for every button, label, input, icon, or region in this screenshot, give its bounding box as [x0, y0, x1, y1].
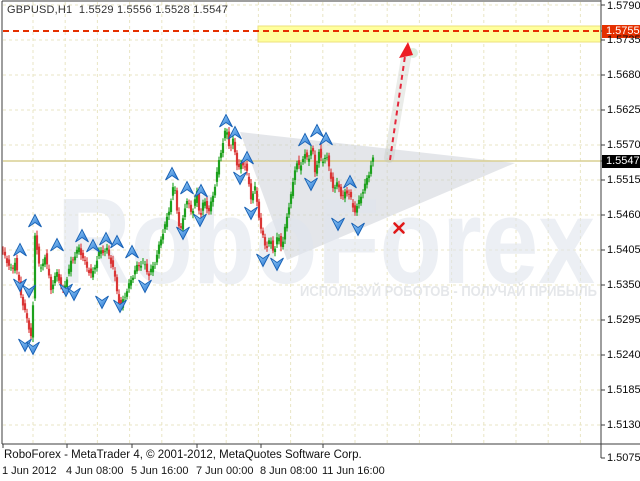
fractal-up-icon [240, 150, 254, 165]
price-label: 1.5735 [607, 34, 640, 46]
time-label: 1 Jun 2012 [2, 465, 57, 477]
fractal-up-icon [343, 174, 357, 189]
candles-layer [1, 127, 375, 343]
fractal-up-icon [228, 125, 242, 140]
fractal-up-icon [180, 180, 194, 195]
fractal-down-icon [67, 287, 81, 302]
price-label: 1.5405 [607, 244, 640, 256]
price-label: 1.5240 [607, 349, 640, 361]
fractal-up-icon [28, 213, 42, 228]
fractal-down-icon [351, 222, 365, 237]
trend-arrow-head [399, 42, 413, 58]
fractal-up-icon [125, 244, 139, 259]
copyright-text: RoboForex - MetaTrader 4, © 2001-2012, M… [4, 449, 362, 461]
fractal-up-icon [165, 166, 179, 181]
fractal-down-icon [244, 206, 258, 221]
fractal-up-icon [298, 132, 312, 147]
fractal-down-icon [113, 299, 127, 314]
fractal-down-icon [304, 177, 318, 192]
price-label: 1.5570 [607, 139, 640, 151]
time-label: 4 Jun 08:00 [66, 465, 124, 477]
fractal-up-icon [86, 238, 100, 253]
price-label: 1.5680 [607, 69, 640, 81]
price-label-highlight: 1.5547 [602, 155, 640, 168]
fractal-up-icon [13, 242, 27, 257]
fractal-down-icon [233, 171, 247, 186]
time-label: 8 Jun 08:00 [260, 465, 318, 477]
fractal-down-icon [95, 295, 109, 310]
fractal-down-icon [13, 278, 27, 293]
fractal-up-icon [110, 234, 124, 249]
price-label: 1.5130 [607, 419, 640, 431]
price-label: 1.5625 [607, 104, 640, 116]
fractal-down-icon [18, 338, 32, 353]
price-label: 1.5075 [607, 452, 640, 464]
price-label: 1.5350 [607, 279, 640, 291]
time-label: 5 Jun 16:00 [131, 465, 189, 477]
fractal-up-icon [194, 183, 208, 198]
fractal-up-icon [50, 237, 64, 252]
price-label: 1.5460 [607, 209, 640, 221]
fractal-up-icon [75, 228, 89, 243]
fractal-up-icon [319, 131, 333, 146]
time-label: 7 Jun 00:00 [196, 465, 254, 477]
price-label: 1.5185 [607, 384, 640, 396]
price-label: 1.5515 [607, 174, 640, 186]
target-zone [257, 25, 602, 43]
fractal-down-icon [176, 226, 190, 241]
fractal-down-icon [59, 283, 73, 298]
fractal-down-icon [26, 341, 40, 356]
fractal-down-icon [270, 257, 284, 272]
time-label: 11 Jun 16:00 [322, 465, 385, 477]
fractal-up-icon [219, 113, 233, 128]
fractal-down-icon [22, 284, 36, 299]
fractal-up-icon [310, 123, 324, 138]
fractal-down-icon [331, 217, 345, 232]
fractal-down-icon [193, 213, 207, 228]
price-label: 1.5295 [607, 314, 640, 326]
ohlc-header: GBPUSD,H1 1.5529 1.5556 1.5528 1.5547 [7, 4, 229, 16]
fractal-down-icon [256, 253, 270, 268]
trend-arrow-glow [384, 53, 411, 163]
fractal-down-icon [138, 279, 152, 294]
watermark-slogan: ИСПОЛЬЗУЙ РОБОТОВ - ПОЛУЧАЙ ПРИБЫЛЬ [300, 282, 597, 300]
fractals-layer [13, 113, 365, 356]
x-mark [393, 222, 405, 234]
price-label-highlight: 1.5755 [602, 25, 640, 38]
price-label: 1.5790 [607, 0, 640, 12]
